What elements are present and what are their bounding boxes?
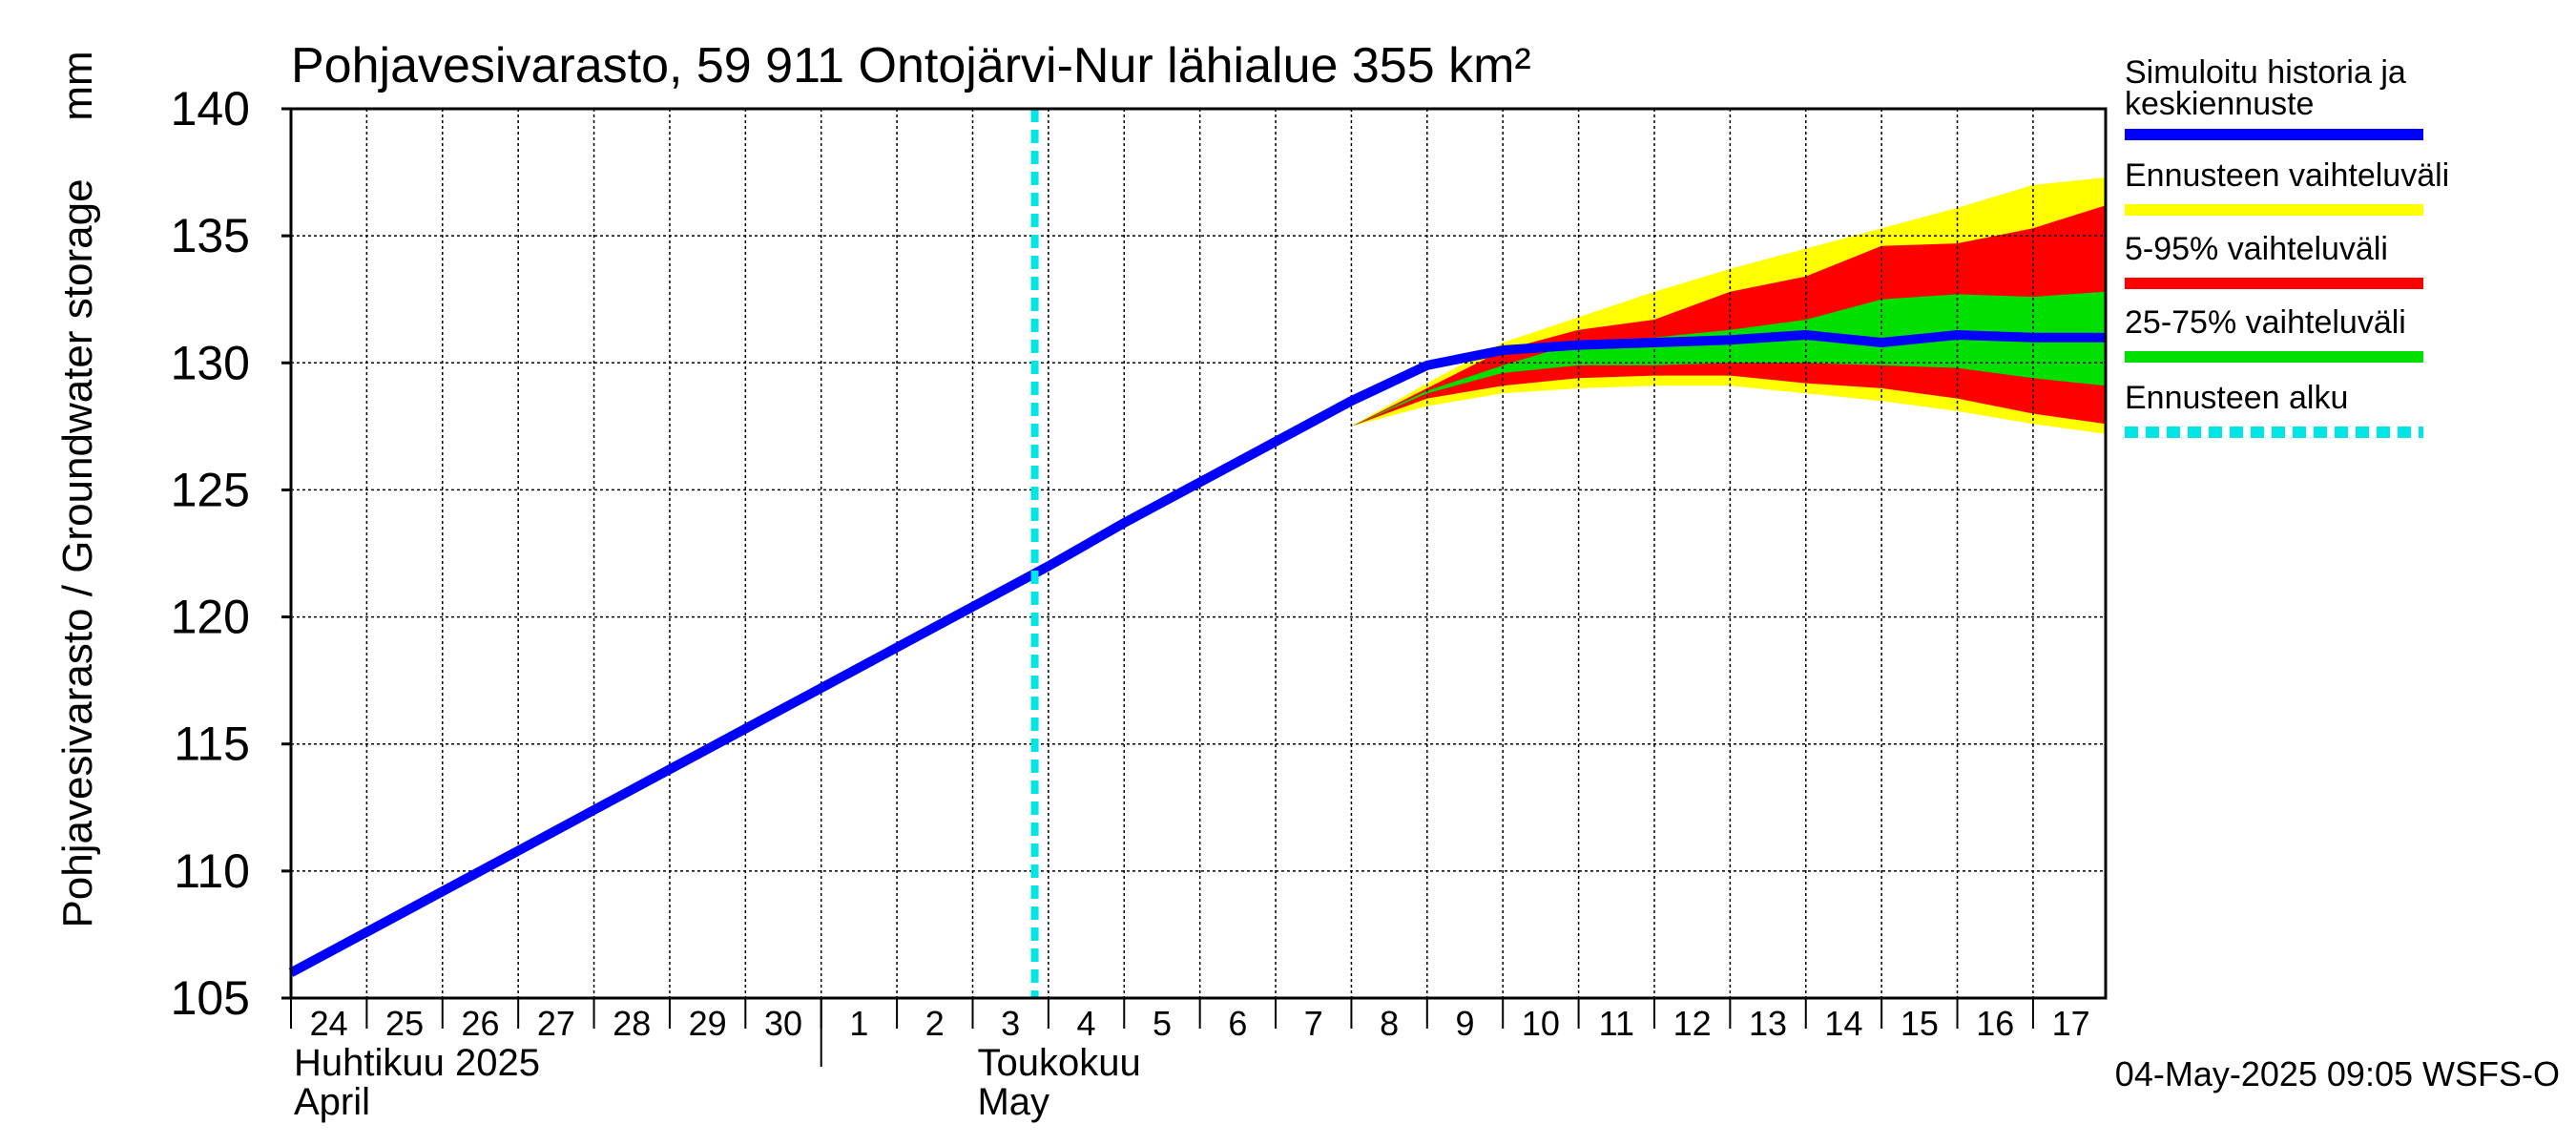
- y-tick-label: 135: [171, 209, 250, 262]
- x-tick-label: 28: [613, 1004, 651, 1043]
- x-tick-label: 15: [1901, 1004, 1939, 1043]
- legend-forecast-range: Ennusteen vaihteluväli: [2125, 157, 2449, 216]
- legend-label: Simuloitu historia ja: [2125, 54, 2406, 91]
- plot-area: [288, 107, 2108, 1000]
- y-axis-label: Pohjavesivarasto / Groundwater storage: [54, 178, 101, 927]
- x-axis: 24 25 26 27 28 29 30 1 2 3 4 5 6 7 8 9 10 11 12 13 14 15 16 17H…: [290, 998, 2090, 1123]
- y-tick-label: 120: [171, 591, 250, 644]
- legend-label: 5-95% vaihteluväli: [2125, 231, 2388, 267]
- x-tick-label: 7: [1304, 1004, 1323, 1043]
- y-tick-label: 125: [171, 463, 250, 516]
- x-tick-label: 27: [537, 1004, 575, 1043]
- legend-forecast-start: Ennusteen alku: [2125, 380, 2423, 438]
- band-5-95: [1351, 205, 2106, 427]
- y-tick-label: 130: [171, 336, 250, 389]
- x-tick-label: 16: [1976, 1004, 2014, 1043]
- legend-label: Ennusteen alku: [2125, 380, 2348, 416]
- legend-5-95: 5-95% vaihteluväli: [2125, 231, 2423, 289]
- month-label-fi: Huhtikuu 2025: [294, 1042, 540, 1084]
- x-tick-label: 5: [1153, 1004, 1172, 1043]
- x-tick-label: 11: [1599, 1004, 1634, 1043]
- x-tick-label: 29: [689, 1004, 727, 1043]
- x-tick-label: 30: [764, 1004, 802, 1043]
- x-tick-label: 10: [1522, 1004, 1560, 1043]
- band-25-75: [1351, 291, 2106, 427]
- x-tick-label: 8: [1380, 1004, 1399, 1043]
- legend-label: keskiennuste: [2125, 86, 2314, 122]
- timestamp: 04-May-2025 09:05 WSFS-O: [2115, 1054, 2560, 1093]
- x-tick-label: 24: [310, 1004, 348, 1043]
- x-tick-label: 26: [461, 1004, 499, 1043]
- y-axis-unit: mm: [54, 51, 101, 120]
- x-tick-label: 2: [925, 1004, 945, 1043]
- x-tick-label: 25: [385, 1004, 424, 1043]
- y-tick-label: 115: [174, 718, 250, 771]
- month-label-en: May: [977, 1081, 1049, 1123]
- legend-label: 25-75% vaihteluväli: [2125, 304, 2406, 341]
- chart-title: Pohjavesivarasto, 59 911 Ontojärvi-Nur l…: [291, 38, 1531, 94]
- plot-frame: [289, 107, 2108, 1000]
- legend-label: Ennusteen vaihteluväli: [2125, 157, 2449, 194]
- history-median-line: [288, 330, 2106, 977]
- y-tick-label: 110: [174, 844, 250, 898]
- x-tick-label: 14: [1824, 1004, 1862, 1043]
- month-label-en: April: [294, 1081, 370, 1123]
- month-label-fi: Toukokuu: [977, 1042, 1140, 1084]
- y-tick-label: 105: [171, 971, 250, 1025]
- x-tick-label: 6: [1228, 1004, 1247, 1043]
- y-tick-label: 140: [171, 82, 250, 135]
- legend-25-75: 25-75% vaihteluväli: [2125, 304, 2423, 363]
- x-tick-label: 12: [1673, 1004, 1712, 1043]
- x-tick-label: 9: [1455, 1004, 1474, 1043]
- x-tick-label: 17: [2052, 1004, 2090, 1043]
- x-tick-label: 3: [1001, 1004, 1020, 1043]
- x-tick-label: 4: [1077, 1004, 1096, 1043]
- x-tick-label: 13: [1749, 1004, 1787, 1043]
- x-tick-label: 1: [849, 1004, 868, 1043]
- y-axis: 105 110 115 120 125 130 135 140: [171, 82, 291, 1025]
